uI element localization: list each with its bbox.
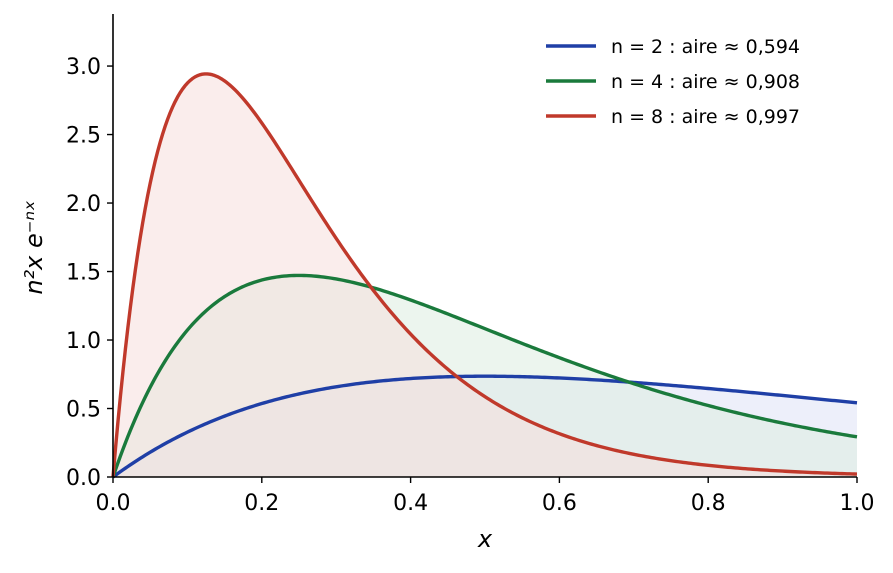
legend-label-n2: n = 2 : aire ≈ 0,594 xyxy=(611,36,800,58)
x-tick-label: 0.0 xyxy=(96,491,131,516)
series-line-n8 xyxy=(111,72,858,478)
y-tick-label: 0.0 xyxy=(66,466,101,491)
area-fill-n8 xyxy=(113,73,857,477)
series-lines xyxy=(111,72,858,479)
x-tick-label: 1.0 xyxy=(840,491,875,516)
legend-label-n8: n = 8 : aire ≈ 0,997 xyxy=(611,106,800,128)
y-axis-label: n²x e⁻ⁿˣ xyxy=(20,200,48,294)
legend: n = 2 : aire ≈ 0,594 n = 4 : aire ≈ 0,908… xyxy=(546,36,800,128)
y-tick-label: 0.5 xyxy=(66,398,101,423)
y-tick-label: 2.0 xyxy=(66,192,101,217)
y-axis-ticks: 0.0 0.5 1.0 1.5 2.0 2.5 3.0 xyxy=(66,55,113,491)
y-tick-label: 2.5 xyxy=(66,124,101,149)
x-tick-label: 0.2 xyxy=(244,491,279,516)
series-line-n2 xyxy=(111,374,858,479)
x-tick-label: 0.4 xyxy=(393,491,428,516)
series-line-n4 xyxy=(111,273,858,478)
plot-area xyxy=(111,72,858,479)
x-tick-label: 0.6 xyxy=(542,491,577,516)
x-axis-ticks: 0.0 0.2 0.4 0.6 0.8 1.0 xyxy=(96,477,875,516)
y-tick-label: 1.5 xyxy=(66,261,101,286)
y-tick-label: 1.0 xyxy=(66,329,101,354)
y-tick-label: 3.0 xyxy=(66,55,101,80)
legend-label-n4: n = 4 : aire ≈ 0,908 xyxy=(611,71,800,93)
x-tick-label: 0.8 xyxy=(691,491,726,516)
x-axis-label: x xyxy=(477,525,493,553)
